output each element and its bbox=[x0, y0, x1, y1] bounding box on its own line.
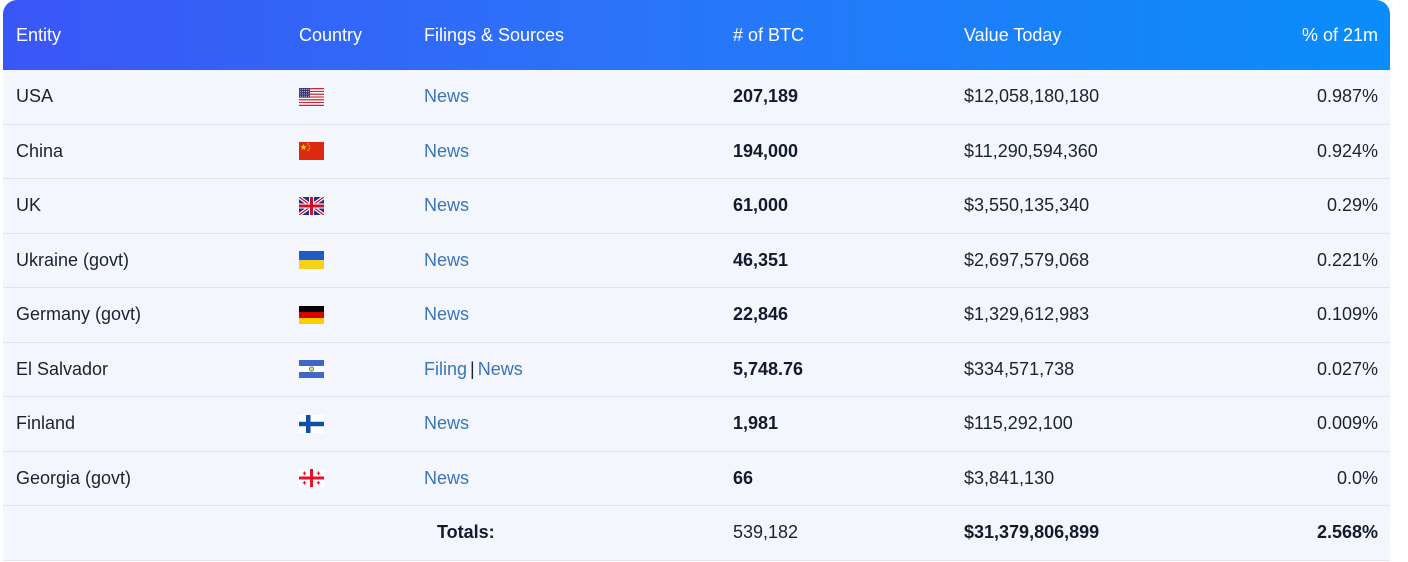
value-today: $1,329,612,983 bbox=[964, 304, 1090, 325]
btc-amount: 5,748.76 bbox=[733, 358, 804, 379]
pct-of-21m: 0.009% bbox=[1316, 413, 1378, 434]
source-link-news[interactable]: News bbox=[424, 304, 470, 325]
value-today: $11,290,594,360 bbox=[964, 140, 1098, 161]
table-header: Entity Country Filings & Sources # of BT… bbox=[3, 0, 1390, 70]
pct-of-21m: 0.924% bbox=[1316, 140, 1378, 161]
btc-amount: 194,000 bbox=[733, 140, 799, 161]
table-row: Ukraine (govt) News 46,351 $2,697,579,06… bbox=[3, 233, 1390, 288]
table-row: El Salvador Filing | News 5,748.76 $334,57… bbox=[3, 342, 1390, 397]
value-today: $3,841,130 bbox=[964, 467, 1055, 488]
uk-flag-icon bbox=[299, 196, 324, 215]
table-row: Georgia (govt) News 66 $3,841,130 0.0% bbox=[3, 451, 1390, 506]
btc-amount: 1,981 bbox=[733, 413, 779, 434]
totals-pct: 2.568% bbox=[1316, 522, 1378, 543]
header-filings-sources[interactable]: Filings & Sources bbox=[424, 24, 565, 45]
btc-amount: 61,000 bbox=[733, 195, 789, 216]
table-row: Germany (govt) News 22,846 $1,329,612,98… bbox=[3, 288, 1390, 343]
filings-sources: News bbox=[424, 250, 469, 271]
source-link-news[interactable]: News bbox=[424, 86, 470, 107]
us-flag-icon bbox=[299, 87, 324, 106]
entity-name: Germany (govt) bbox=[16, 304, 142, 325]
table-body: USA News 207,189 $12,058,180,180 0.987% … bbox=[3, 70, 1390, 506]
bitcoin-holdings-table: Entity Country Filings & Sources # of BT… bbox=[3, 0, 1390, 561]
table-row: China News 194,000 $11,290,594,360 0.924… bbox=[3, 124, 1390, 179]
value-today: $3,550,135,340 bbox=[964, 195, 1090, 216]
germany-flag-icon bbox=[299, 305, 324, 324]
entity-name: El Salvador bbox=[16, 358, 109, 379]
pct-of-21m: 0.109% bbox=[1316, 304, 1378, 325]
pct-of-21m: 0.0% bbox=[1336, 467, 1378, 488]
header-btc[interactable]: # of BTC bbox=[733, 24, 805, 45]
entity-name: Ukraine (govt) bbox=[16, 249, 130, 270]
value-today: $115,292,100 bbox=[964, 413, 1073, 434]
filings-sources: News bbox=[424, 468, 469, 489]
finland-flag-icon bbox=[299, 414, 324, 433]
value-today: $12,058,180,180 bbox=[964, 86, 1100, 107]
btc-amount: 46,351 bbox=[733, 249, 789, 270]
btc-amount: 207,189 bbox=[733, 86, 799, 107]
pct-of-21m: 0.29% bbox=[1326, 195, 1378, 216]
filings-sources: News bbox=[424, 413, 469, 434]
table-row: Finland News 1,981 $115,292,100 0.009% bbox=[3, 397, 1390, 452]
totals-label: Totals: bbox=[437, 522, 495, 543]
filings-sources: News bbox=[424, 195, 469, 216]
source-link-news[interactable]: News bbox=[424, 249, 470, 270]
entity-name: China bbox=[16, 140, 64, 161]
source-link-news[interactable]: News bbox=[424, 413, 470, 434]
pct-of-21m: 0.987% bbox=[1316, 86, 1378, 107]
totals-value: $31,379,806,899 bbox=[964, 522, 1100, 543]
table-row: USA News 207,189 $12,058,180,180 0.987% bbox=[3, 70, 1390, 125]
china-flag-icon bbox=[299, 142, 324, 161]
totals-row: Totals: 539,182 $31,379,806,899 2.568% bbox=[3, 506, 1390, 561]
entity-name: USA bbox=[16, 86, 54, 107]
entity-name: Finland bbox=[16, 413, 76, 434]
filings-sources: Filing | News bbox=[424, 359, 523, 380]
pct-of-21m: 0.221% bbox=[1316, 249, 1378, 270]
source-link-news[interactable]: News bbox=[424, 195, 470, 216]
filings-sources: News bbox=[424, 304, 469, 325]
entity-name: Georgia (govt) bbox=[16, 467, 132, 488]
filings-sources: News bbox=[424, 86, 469, 107]
header-pct-21m[interactable]: % of 21m bbox=[1301, 24, 1378, 45]
header-country[interactable]: Country bbox=[299, 24, 363, 45]
source-link-filing[interactable]: Filing bbox=[424, 358, 468, 379]
pct-of-21m: 0.027% bbox=[1316, 358, 1378, 379]
source-link-news[interactable]: News bbox=[424, 140, 470, 161]
btc-amount: 66 bbox=[733, 467, 754, 488]
source-link-news[interactable]: News bbox=[477, 358, 523, 379]
source-link-news[interactable]: News bbox=[424, 467, 470, 488]
totals-btc: 539,182 bbox=[733, 522, 799, 543]
ukraine-flag-icon bbox=[299, 251, 324, 270]
header-entity[interactable]: Entity bbox=[16, 24, 62, 45]
entity-name: UK bbox=[16, 195, 42, 216]
el-salvador-flag-icon bbox=[299, 360, 324, 379]
georgia-flag-icon bbox=[299, 469, 324, 488]
source-separator: | bbox=[470, 358, 475, 379]
value-today: $2,697,579,068 bbox=[964, 249, 1090, 270]
value-today: $334,571,738 bbox=[964, 358, 1075, 379]
table-row: UK News 61,000 $3,550,135,340 0.29% bbox=[3, 179, 1390, 234]
btc-amount: 22,846 bbox=[733, 304, 789, 325]
filings-sources: News bbox=[424, 141, 469, 162]
header-value-today[interactable]: Value Today bbox=[964, 24, 1062, 45]
